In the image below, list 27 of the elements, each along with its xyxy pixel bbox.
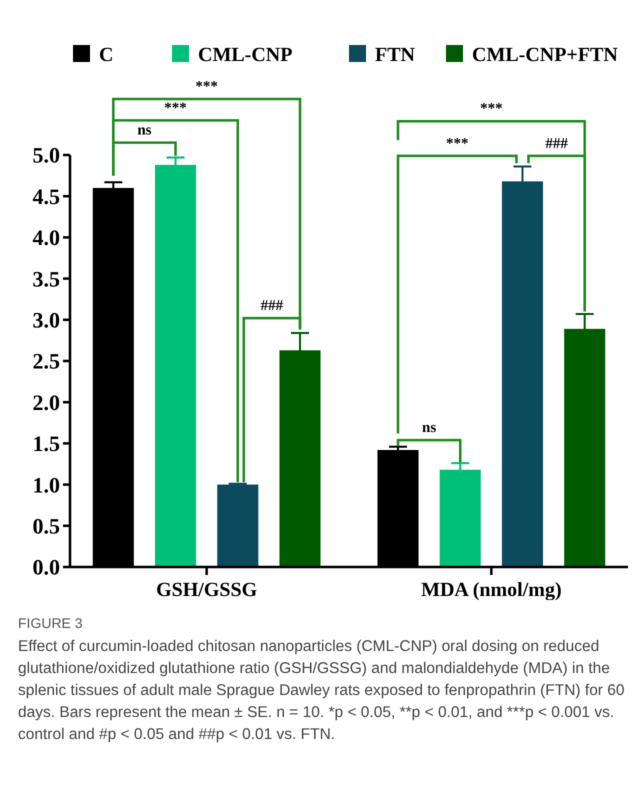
caption: FIGURE 3 — [18, 614, 84, 633]
y-tick-label: 4.0 — [32, 225, 60, 250]
text: ns — [137, 122, 152, 139]
y-tick-label: 2.0 — [32, 390, 60, 415]
legend-label: FTN — [375, 44, 416, 66]
legend-label: CML-CNP — [198, 44, 292, 66]
y-tick-label: 3.5 — [32, 266, 60, 292]
x-tick-label: GSH/GSSG — [156, 579, 258, 601]
y-tick-label: 1.0 — [32, 472, 60, 498]
y-tick-label: 0.5 — [32, 514, 60, 538]
legend-label: CML-CNP+FTN — [472, 44, 618, 66]
y-tick-label: 3.0 — [32, 308, 60, 332]
y-tick-label: 2.5 — [32, 348, 60, 374]
bar — [217, 484, 258, 567]
y-tick-label: 4.5 — [32, 184, 60, 209]
text: Effect of curcumin-loaded chitosan nanoparticles (CML-CNP) oral dosing on reduced glutathione/oxidized glutathione ratio (GSH/GSSG) and malondialdehyde (MDA) in the splenic tissues of adult male Sprague Dawley rats exposed to fenpropathrin (FTN) for 60 days. Bars represent the mean ± SE. n = 10. *p < 0.05, **p < 0.01, and ***p < 0.001 vs. control and #p < 0.05 and ##p < 0.01 vs. FTN. — [18, 637, 626, 745]
y-tick-label: 1.5 — [32, 431, 60, 456]
legend-label: C — [99, 44, 114, 66]
annotation: ### — [260, 298, 284, 314]
annotation: ns — [422, 420, 436, 436]
y-tick-label: 0.0 — [32, 554, 60, 580]
text: *** — [446, 136, 468, 152]
text: *** — [164, 100, 187, 116]
text: *** — [195, 78, 218, 95]
text: *** — [480, 101, 503, 118]
text: ### — [545, 136, 568, 152]
y-tick-label: 5.0 — [32, 142, 60, 168]
